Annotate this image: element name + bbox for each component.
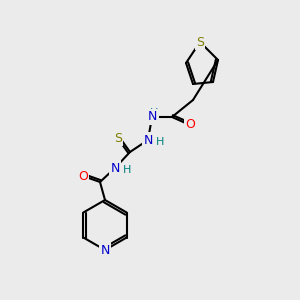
- Text: N: N: [147, 110, 157, 124]
- Text: N: N: [143, 134, 153, 146]
- Text: N: N: [100, 244, 110, 256]
- Text: S: S: [196, 35, 204, 49]
- Text: N: N: [110, 161, 120, 175]
- Text: O: O: [185, 118, 195, 131]
- Text: O: O: [78, 169, 88, 182]
- Text: H: H: [150, 108, 158, 118]
- Text: H: H: [123, 165, 131, 175]
- Text: S: S: [114, 131, 122, 145]
- Text: H: H: [156, 137, 164, 147]
